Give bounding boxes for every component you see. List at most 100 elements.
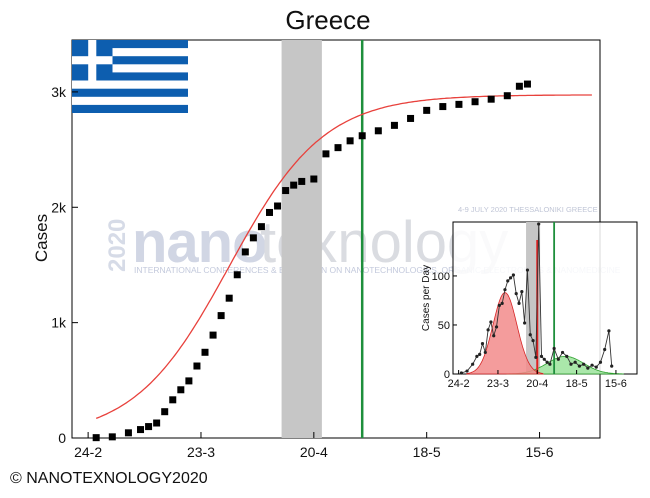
inset-x-tick-label: 18-5 [566,378,588,390]
cases-data-point [153,419,161,427]
daily-cases-point [603,347,607,352]
cases-data-point [346,137,354,145]
copyright-notice: © NANOTEXNOLOGY2020 [10,470,208,487]
daily-cases-point [607,329,611,333]
cases-data-point [177,386,185,394]
y-tick-label: 2k [51,199,67,215]
daily-cases-point [598,360,603,364]
cases-data-point [407,114,415,122]
daily-cases-point [480,342,485,346]
cases-data-point [310,175,318,183]
cases-data-point [225,294,233,302]
daily-cases-point [545,360,549,364]
daily-cases-point [537,222,541,226]
daily-cases-point [494,325,499,329]
cases-data-point [137,426,145,434]
daily-cases-point [517,301,521,305]
daily-cases-point [586,366,590,370]
daily-cases-point [573,360,577,364]
lockdown-shaded-band [281,40,322,438]
inset-x-tick-label: 20-4 [526,378,548,390]
daily-cases-point [560,350,565,355]
inset-x-tick-label: 15-6 [605,378,627,390]
watermark-year: 2020 [104,219,131,272]
cases-data-point [515,82,523,90]
cases-data-point [124,429,132,437]
watermark-brand-left: nano [132,210,267,275]
daily-cases-point [577,364,582,368]
cases-data-point [487,95,495,103]
cases-data-point [455,100,463,108]
daily-cases-point [534,355,538,359]
cases-data-point [471,98,479,106]
daily-cases-point [539,354,544,358]
greece-flag-icon [72,40,188,113]
watermark-date: 4-9 JULY 2020 THESSALONIKI GREECE [458,205,598,214]
main-plot-layer: 24-2 23-3 20-4 18-5 15-6 0 1k 2k 3k [51,40,592,460]
daily-cases-point [503,288,507,292]
x-tick-label: 20-4 [300,444,328,460]
daily-cases-point [582,362,586,366]
cases-data-point [193,362,201,370]
daily-cases-point [610,364,614,368]
inset-y-tick-label: 0 [444,369,450,381]
cases-data-point [108,433,116,441]
daily-cases-point [500,301,504,305]
daily-cases-point [520,290,524,294]
daily-cases-point [556,357,560,361]
cases-data-point [257,223,265,231]
daily-cases-point [569,362,573,366]
cases-data-point [423,106,431,114]
x-tick-label: 18-5 [413,444,441,460]
cases-data-point [503,92,511,100]
daily-cases-point [465,369,469,373]
inset-x-tick-label: 23-3 [487,378,509,390]
cases-data-point [374,127,382,135]
cases-data-point [282,187,290,195]
daily-cases-point [552,346,556,351]
daily-cases-point [486,328,490,332]
daily-cases-point [523,321,527,325]
daily-cases-point [590,363,594,367]
cases-data-point [390,121,398,129]
cases-data-point [145,423,153,431]
cases-data-point [169,396,177,404]
daily-cases-point [594,365,598,369]
y-axis-label: Cases [32,214,51,262]
cases-data-point [217,312,225,320]
inset-x-tick-label: 24-2 [448,378,470,390]
daily-cases-point [478,352,482,356]
cases-data-point [92,434,100,442]
cases-data-point [161,408,169,416]
cases-data-point [209,331,217,339]
daily-cases-point [511,273,515,277]
cases-data-point [241,248,249,256]
daily-cases-point [525,268,530,272]
cases-data-point [265,208,273,216]
cases-data-point [290,181,298,189]
x-tick-label: 15-6 [526,444,554,460]
daily-cases-point [531,339,535,343]
daily-cases-point [489,320,493,324]
cases-data-point [439,103,447,111]
cases-data-point [523,80,531,88]
daily-cases-point [514,291,518,296]
daily-cases-point [508,276,513,280]
cases-data-point [298,177,306,185]
cases-data-point [249,234,257,242]
watermark-subtitle: INTERNATIONAL CONFERENCES & EXHIBITION O… [134,265,621,275]
daily-cases-point [475,354,479,358]
chart-title: Greece [285,5,370,35]
daily-cases-point [492,334,496,338]
daily-cases-point [506,279,510,283]
x-tick-label: 23-3 [187,444,215,460]
y-tick-label: 3k [51,84,67,100]
daily-cases-point [565,354,569,358]
daily-cases-point [548,362,552,366]
y-tick-label: 0 [58,430,66,446]
cases-data-point [334,144,342,152]
cases-data-point [233,271,241,279]
daily-cases-point [497,303,501,307]
